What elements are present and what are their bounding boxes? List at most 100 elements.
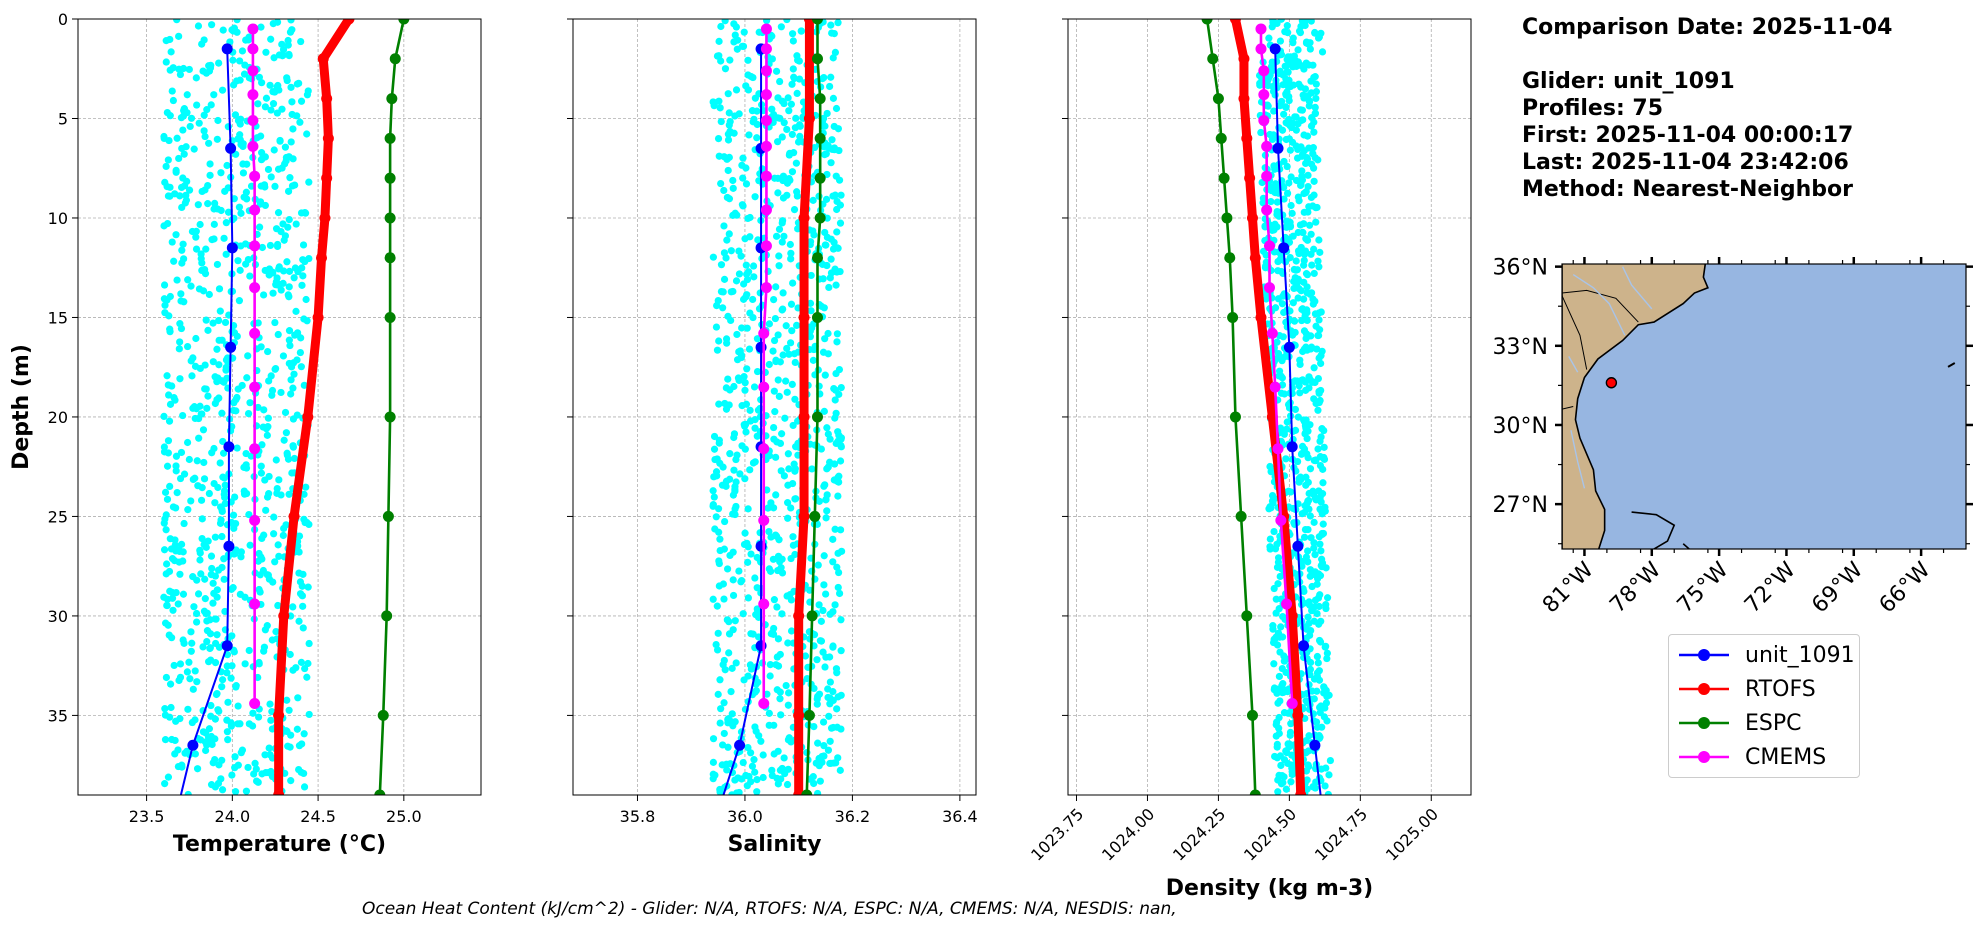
scatter-point (751, 768, 759, 776)
scatter-point (216, 519, 225, 527)
scatter-point (266, 700, 274, 708)
scatter-point (179, 126, 187, 134)
scatter-point (803, 675, 811, 683)
lon-label: 78°W (1605, 557, 1666, 618)
scatter-point (1283, 162, 1291, 171)
scatter-point (1309, 61, 1317, 69)
scatter-point (278, 105, 286, 113)
y-axis-label: Depth (m) (9, 344, 34, 470)
legend-swatch-graphic (1679, 751, 1729, 763)
scatter-point (161, 705, 169, 713)
scatter-point (273, 19, 282, 26)
scatter-point (305, 639, 313, 648)
scatter-point (774, 114, 782, 122)
scatter-point (715, 337, 723, 345)
scatter-point (770, 624, 778, 633)
scatter-point (783, 780, 792, 789)
x-axis: 1023.75 1024.00 1024.25 1024.50 1024.75 1025.… (1027, 795, 1442, 865)
scatter-point (750, 273, 758, 281)
scatter-point (193, 457, 201, 465)
scatter-point (169, 96, 177, 105)
scatter-point (213, 631, 221, 639)
scatter-point (1268, 135, 1277, 144)
scatter-point (749, 459, 758, 467)
scatter-point (171, 736, 179, 745)
scatter-point (181, 182, 189, 190)
series-marker (1249, 789, 1261, 795)
series-marker (187, 739, 199, 751)
scatter-point (727, 247, 735, 255)
scatter-point (233, 19, 241, 24)
scatter-point (207, 571, 215, 579)
scatter-point (300, 490, 308, 498)
scatter-point (176, 320, 184, 328)
scatter-point (1275, 724, 1283, 732)
scatter-point (728, 710, 736, 718)
scatter-point (1317, 561, 1325, 570)
scatter-point (163, 495, 172, 503)
scatter-point (266, 241, 275, 250)
scatter-point (193, 101, 201, 109)
scatter-point (238, 47, 247, 55)
scatter-point (831, 48, 840, 57)
scatter-point (1272, 595, 1280, 603)
scatter-point (304, 583, 312, 591)
x-tick-label: 35.8 (620, 807, 656, 826)
scatter-point (207, 781, 216, 789)
scatter-point (716, 546, 724, 555)
series-marker (1227, 311, 1239, 323)
scatter-point (825, 144, 833, 152)
scatter-point (730, 20, 738, 28)
scatter-point (161, 301, 169, 309)
scatter-point (1322, 699, 1331, 707)
scatter-point (772, 532, 781, 540)
scatter-point (806, 586, 814, 594)
scatter-point (1311, 571, 1319, 579)
scatter-point (1310, 518, 1318, 526)
scatter-point (778, 238, 786, 246)
scatter-point (1291, 62, 1299, 70)
scatter-point (211, 199, 219, 207)
scatter-point (172, 462, 180, 470)
scatter-point (729, 626, 737, 634)
scatter-point (751, 424, 759, 432)
scatter-point (723, 565, 732, 573)
scatter-point (777, 775, 785, 783)
scatter-point (796, 132, 804, 140)
scatter-point (1312, 88, 1320, 96)
scatter-point (215, 707, 223, 715)
scatter-point (1306, 566, 1314, 574)
scatter-point (1273, 210, 1281, 219)
scatter-point (719, 580, 728, 588)
scatter-point (1305, 203, 1313, 211)
scatter-point (1301, 247, 1310, 255)
scatter-point (164, 437, 173, 445)
scatter-point (200, 127, 208, 135)
scatter-point (285, 336, 293, 344)
scatter-point (1285, 115, 1293, 124)
scatter-point (779, 176, 787, 185)
scatter-point (716, 676, 724, 684)
scatter-point (780, 119, 788, 127)
scatter-point (833, 228, 841, 236)
series-marker (801, 789, 813, 795)
scatter-point (299, 602, 307, 610)
scatter-point (787, 554, 795, 563)
scatter-point (1282, 135, 1290, 144)
scatter-point (742, 164, 750, 172)
scatter-point (209, 599, 217, 607)
scatter-point (827, 724, 836, 732)
scatter-point (834, 492, 842, 500)
scatter-point (785, 689, 793, 697)
scatter-point (717, 261, 726, 269)
scatter-point (1313, 610, 1321, 618)
lon-label: 69°W (1807, 557, 1868, 618)
scatter-point (768, 771, 776, 780)
scatter-point (220, 575, 228, 583)
scatter-point (229, 56, 237, 64)
scatter-point (1302, 736, 1310, 745)
scatter-point (187, 114, 196, 122)
scatter-point (1269, 622, 1277, 630)
scatter-point (166, 482, 174, 491)
scatter-point (1271, 752, 1279, 761)
